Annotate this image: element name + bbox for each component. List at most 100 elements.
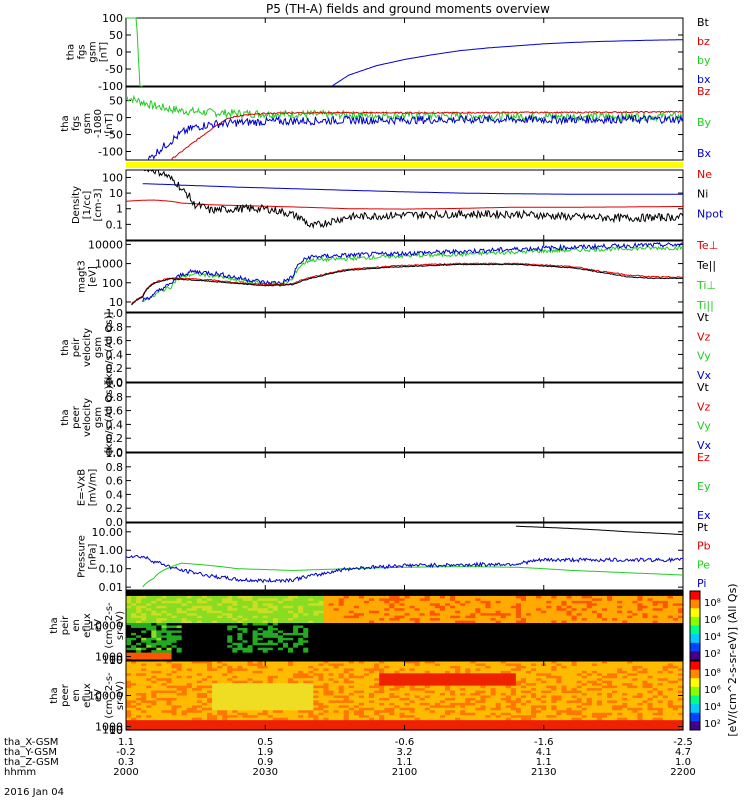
heatmap-cell (176, 618, 183, 622)
heatmap-cell (277, 655, 284, 659)
heatmap-cell (252, 603, 259, 607)
legend-Pe: Pe (697, 558, 710, 571)
heatmap-cell (308, 591, 314, 595)
heatmap-cell (191, 715, 198, 719)
heatmap-cell (196, 640, 203, 644)
heatmap-cell (196, 668, 203, 672)
heatmap-cell (222, 593, 228, 597)
heatmap-cell (465, 627, 471, 632)
heatmap-cell (384, 608, 390, 612)
heatmap-cell (161, 640, 168, 644)
heatmap-cell (166, 661, 173, 665)
heatmap-cell (531, 625, 537, 629)
heatmap-cell (414, 591, 421, 595)
heatmap-cell (333, 627, 340, 632)
heatmap-cell (490, 615, 497, 619)
heatmap-cell (363, 695, 370, 699)
heatmap-cell (414, 668, 421, 672)
heatmap-cell (282, 595, 289, 599)
heatmap-cell (353, 665, 360, 669)
heatmap-cell (313, 688, 320, 692)
heatmap-cell (227, 630, 233, 634)
heatmap-cell (591, 627, 598, 632)
heatmap-cell (222, 595, 228, 599)
heatmap-cell (571, 645, 578, 649)
heatmap-cell (131, 702, 137, 706)
heatmap-cell (298, 707, 304, 711)
heatmap-cell (672, 610, 679, 614)
heatmap-cell (384, 678, 390, 682)
heatmap-cell (490, 640, 497, 644)
heatmap-cell (136, 637, 142, 641)
heatmap-cell (227, 591, 233, 595)
heatmap-cell (181, 693, 188, 697)
heatmap-cell (298, 630, 304, 634)
heatmap-cell (455, 618, 461, 622)
heatmap-cell (338, 603, 345, 607)
heatmap-cell (227, 625, 233, 629)
series-bx-line (331, 39, 683, 87)
heatmap-cell (450, 640, 456, 644)
y-axis-label: -1080 (93, 109, 104, 138)
heatmap-cell (323, 647, 330, 651)
heatmap-cell (181, 665, 188, 669)
heatmap-cell (526, 630, 532, 634)
heatmap-cell (196, 603, 203, 607)
heatmap-cell (237, 623, 244, 627)
heatmap-cell (323, 670, 330, 674)
heatmap-cell (510, 630, 517, 634)
heatmap-cell (363, 613, 370, 617)
heatmap-cell (566, 598, 573, 602)
heatmap-cell (166, 663, 173, 667)
heatmap-cell (257, 710, 264, 714)
heatmap-cell (333, 632, 340, 636)
heatmap-cell (526, 637, 532, 641)
heatmap-cell (222, 608, 228, 612)
heatmap-cell (247, 623, 254, 627)
heatmap-cell (505, 642, 512, 646)
heatmap-cell (667, 625, 674, 629)
heatmap-cell (531, 595, 537, 599)
heatmap-cell (222, 603, 228, 607)
heatmap-cell (677, 605, 684, 609)
heatmap-cell (394, 678, 401, 682)
heatmap-cell (227, 627, 233, 632)
heatmap-cell (161, 707, 168, 711)
heatmap-cell (242, 610, 249, 614)
heatmap-cell (526, 591, 532, 595)
heatmap-cell (166, 591, 173, 595)
heatmap-cell (627, 640, 633, 644)
heatmap-cell (657, 615, 664, 619)
heatmap-cell (222, 637, 228, 641)
heatmap-cell (445, 615, 451, 619)
heatmap-cell (647, 625, 654, 629)
heatmap-cell (313, 657, 320, 661)
heatmap-cell (328, 623, 335, 627)
heatmap-cell (308, 637, 314, 641)
heatmap-cell (272, 632, 279, 636)
heatmap-cell (161, 695, 168, 699)
heatmap-cell (318, 665, 325, 669)
heatmap-cell (156, 603, 163, 607)
heatmap-cell (576, 637, 583, 641)
heatmap-cell (515, 613, 522, 617)
heatmap-cell (358, 673, 365, 677)
heatmap-cell (277, 645, 284, 649)
heatmap-cell (293, 705, 299, 709)
heatmap-cell (257, 632, 264, 636)
heatmap-cell (348, 591, 355, 595)
heatmap-cell (308, 705, 314, 709)
heatmap-cell (556, 605, 563, 609)
heatmap-cell (526, 640, 532, 644)
heatmap-cell (181, 635, 188, 639)
heatmap-cell (227, 702, 233, 706)
heatmap-cell (328, 665, 335, 669)
heatmap-cell (136, 598, 142, 602)
heatmap-cell (227, 657, 233, 661)
heatmap-cell (313, 645, 320, 649)
heatmap-cell (191, 702, 198, 706)
heatmap-cell (490, 630, 497, 634)
heatmap-cell (237, 652, 244, 656)
heatmap-cell (379, 623, 385, 627)
heatmap-cell (465, 620, 471, 624)
